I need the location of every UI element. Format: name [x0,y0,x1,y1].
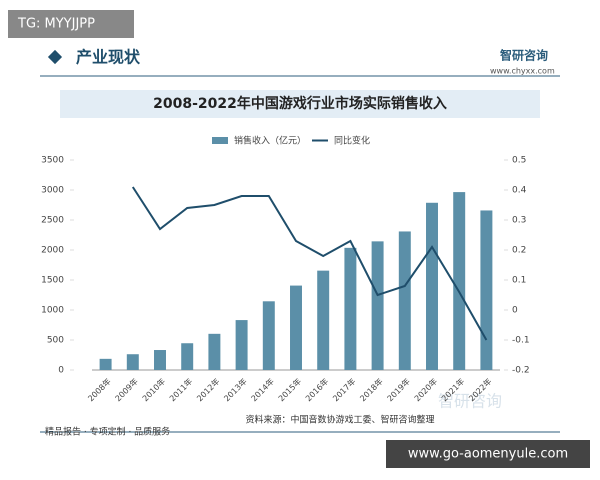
y2-tick-label: 0 [512,306,518,316]
x-tick-label: 2017年 [330,376,357,403]
line [131,186,488,341]
y-tick-label: 2000 [41,246,64,256]
x-tick-label: 2016年 [303,376,330,403]
bar [99,358,112,370]
legend-label: 销售收入（亿元） [234,135,306,147]
y2-tick-label: 0.1 [512,276,526,286]
bar [317,270,330,370]
x-tick-label: 2010年 [140,376,167,403]
bar [262,301,275,370]
website: www.go-aomenyule.com [408,447,568,462]
x-tick-label: 2019年 [385,376,412,403]
y-tick-label: 1000 [41,306,64,316]
y-tick-label: 2500 [41,216,64,226]
bar [480,210,493,370]
x-tick-label: 2009年 [113,376,140,403]
y2-tick-label: 0.4 [512,186,527,196]
bar [453,192,466,370]
bar [235,320,248,370]
website-box [386,440,590,468]
y-tick-label: 0 [58,366,64,376]
bar [181,343,194,370]
x-tick-label: 2011年 [167,376,194,403]
bar [398,231,411,370]
bar [126,354,139,370]
x-tick-label: 2008年 [86,376,113,403]
bar [208,333,221,370]
y-tick-label: 500 [47,336,64,346]
y2-tick-label: 0.3 [512,216,526,226]
bar [290,285,302,370]
x-tick-label: 2020年 [412,376,439,403]
y2-tick-label: 0.2 [512,246,526,256]
title-banner [60,90,540,118]
section-title: 产业现状 [76,48,141,67]
brand: 智研咨询 [499,48,548,63]
tag-box [8,10,134,38]
y-tick-label: 3500 [41,156,64,166]
bar [426,202,438,370]
legend-label: 同比变化 [334,135,370,147]
x-tick-label: 2015年 [276,376,303,403]
bar [154,350,166,370]
x-tick-label: 2013年 [222,376,249,403]
watermark: 智研咨询 [438,392,502,411]
tag: TG: MYYJJPP [17,17,95,32]
legend-swatch [212,137,228,144]
bar [371,241,384,370]
brand-url: www.chyxx.com [490,67,555,76]
y-tick-label: 1500 [41,276,64,286]
y2-tick-label: 0.5 [512,156,526,166]
source: 资料来源：中国音数协游戏工委、智研咨询整理 [245,414,434,426]
diamond [47,49,63,65]
x-tick-label: 2014年 [249,376,276,403]
chart-title: 2008-2022年中国游戏行业市场实际销售收入 [153,95,447,112]
bar [344,247,357,370]
x-tick-label: 2018年 [358,376,385,403]
y2-tick-label: -0.1 [512,336,530,346]
y2-tick-label: -0.2 [512,366,530,376]
tagline: 精品报告 · 专项定制 · 品质服务 [45,426,170,438]
y-tick-label: 3000 [41,186,64,196]
x-tick-label: 2012年 [194,376,221,403]
